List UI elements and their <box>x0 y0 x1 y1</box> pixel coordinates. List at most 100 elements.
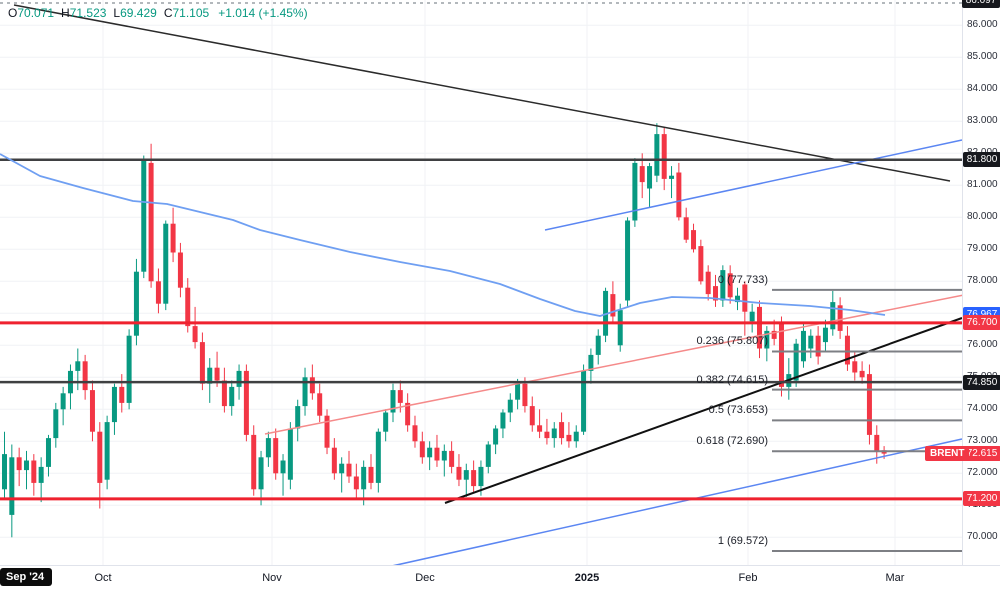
high-value: 71.523 <box>69 6 107 20</box>
candle-body <box>229 386 235 407</box>
price-axis[interactable]: 86.00085.00084.00083.00082.00081.00080.0… <box>962 0 1000 565</box>
time-axis-label: Mar <box>885 572 905 584</box>
candle-body <box>485 444 491 467</box>
price-axis-label: 74.000 <box>967 403 998 415</box>
candle-body <box>427 447 433 458</box>
candle-body <box>390 390 396 413</box>
candle-body <box>573 431 579 442</box>
time-axis[interactable]: Sep '24 Oct Nov Dec 2025 Feb Mar <box>0 565 1000 591</box>
descending-resistance-trendline <box>13 4 951 182</box>
candle-body <box>676 172 682 218</box>
candle-body <box>60 393 66 410</box>
candle-body <box>852 361 858 373</box>
ohlc-legend[interactable]: O70.071 H71.523 L69.429 C71.105 +1.014 (+1.4… <box>8 6 308 20</box>
candle-body <box>243 370 249 435</box>
candle-body <box>23 460 29 471</box>
candle-body <box>111 386 117 423</box>
change-value: +1.014 (+1.45%) <box>218 6 308 20</box>
candle-body <box>800 330 806 362</box>
candle-body <box>844 335 850 365</box>
candle-body <box>471 470 477 487</box>
open-label: O <box>8 6 18 20</box>
candle-body <box>309 377 315 394</box>
candle-body <box>815 335 821 357</box>
candle-body <box>698 246 704 282</box>
candle-body <box>9 457 15 515</box>
candle-body <box>192 326 198 343</box>
price-axis-label: 78.000 <box>967 275 998 287</box>
fib-level-label: 1 (69.572) <box>717 534 768 547</box>
close-label: C <box>163 6 173 20</box>
candle-body <box>251 434 257 490</box>
candle-body <box>822 327 828 343</box>
candle-body <box>691 230 697 250</box>
candle-body <box>82 361 88 391</box>
candle-body <box>456 466 462 480</box>
candle-body <box>837 305 843 331</box>
price-axis-label: 83.000 <box>967 115 998 127</box>
candle-body <box>647 166 653 189</box>
candle-body <box>713 286 719 301</box>
price-badge: 71.200 <box>963 491 1000 507</box>
price-axis-label: 84.000 <box>967 83 998 95</box>
candle-body <box>669 175 675 179</box>
candle-body <box>104 422 110 480</box>
fib-level-label: 0.382 (74.615) <box>696 373 768 386</box>
candle-body <box>295 406 301 429</box>
time-axis-label: Nov <box>262 572 282 584</box>
fib-level-label: 0 (77.733) <box>717 273 768 286</box>
low-value: 69.429 <box>120 6 157 20</box>
candle-body <box>53 409 59 439</box>
candle-body <box>126 335 132 403</box>
ascending-blue-lower-trendline <box>364 438 963 573</box>
candle-body <box>31 460 37 483</box>
price-badge: 72.615 <box>963 446 1000 462</box>
candle-body <box>170 223 176 253</box>
candle-body <box>727 273 733 298</box>
candle-body <box>735 295 740 303</box>
candle-body <box>258 457 264 490</box>
candle-body <box>133 271 139 336</box>
candle-body <box>214 367 220 381</box>
candle-body <box>397 390 403 403</box>
candle-body <box>537 425 543 432</box>
candle-body <box>353 476 359 490</box>
fib-level-label: 0.5 (73.653) <box>708 404 768 417</box>
candle-body <box>339 463 345 474</box>
candle-body <box>207 367 213 384</box>
time-axis-label: Feb <box>738 572 758 584</box>
candle-body <box>419 441 425 458</box>
candle-body <box>302 377 308 407</box>
candle-body <box>529 406 535 426</box>
candle-body <box>617 310 623 346</box>
candle-body <box>478 466 484 487</box>
price-axis-label: 70.000 <box>967 531 998 543</box>
high-label: H <box>61 6 70 20</box>
price-axis-label: 80.000 <box>967 211 998 223</box>
candle-body <box>859 370 865 378</box>
candle-body <box>632 162 638 221</box>
candle-body <box>830 302 836 330</box>
candle-body <box>163 223 169 304</box>
candle-body <box>654 134 660 176</box>
candle-body <box>507 399 513 413</box>
price-badge: 74.850 <box>963 374 1000 390</box>
candle-body <box>551 428 557 439</box>
candle-body <box>566 434 572 442</box>
candle-body <box>683 217 689 240</box>
price-axis-label: 76.000 <box>967 339 998 351</box>
candle-body <box>515 383 521 400</box>
moving-average-line <box>0 153 886 317</box>
candle-body <box>559 422 565 439</box>
candle-body <box>793 343 799 381</box>
candle-body <box>441 450 447 461</box>
candle-body <box>16 457 22 471</box>
candle-body <box>720 270 726 301</box>
close-value: 71.105 <box>172 6 210 20</box>
time-axis-label: Dec <box>415 572 435 584</box>
candle-body <box>434 447 440 461</box>
candle-body <box>75 361 81 371</box>
ascending-support-black-trendline <box>444 317 963 504</box>
